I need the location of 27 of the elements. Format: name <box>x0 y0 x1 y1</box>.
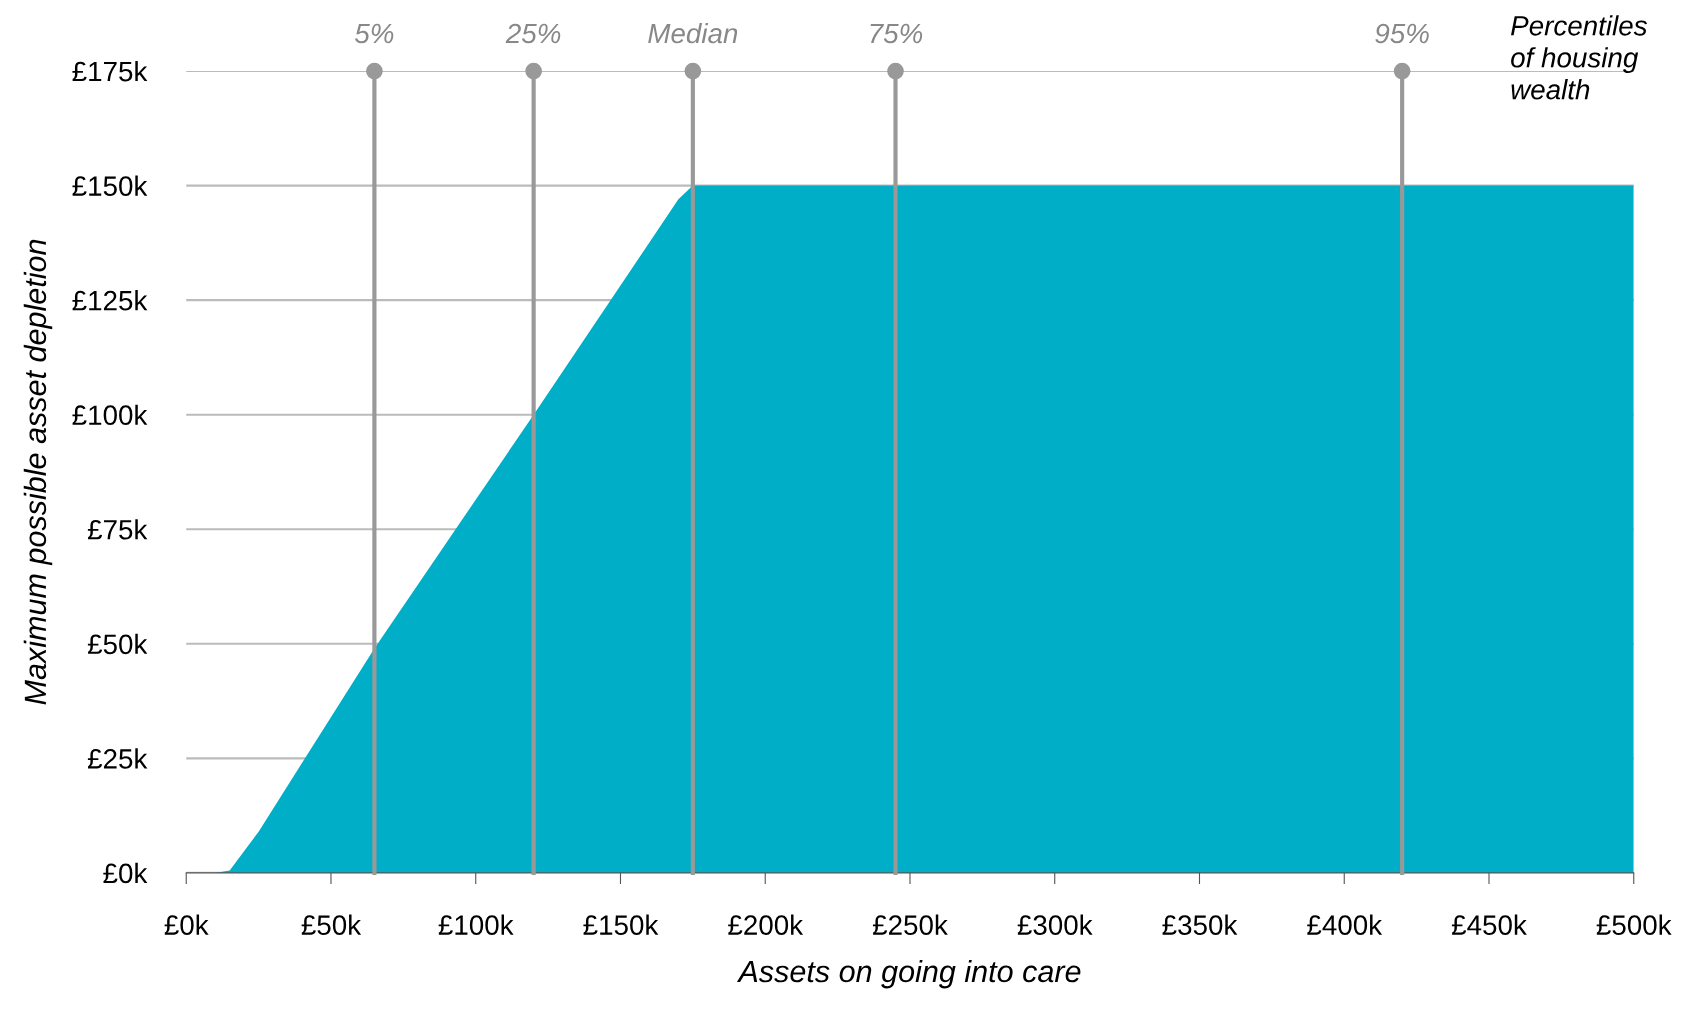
y-tick-label: £175k <box>72 60 148 82</box>
y-tick-label: £100k <box>72 404 148 426</box>
x-tick-label: £100k <box>438 914 514 935</box>
annotation: 25% <box>505 23 561 44</box>
y-tick-label: £0k <box>103 862 148 884</box>
annotation: 75% <box>870 23 923 44</box>
x-tick-label: £400k <box>1307 914 1383 935</box>
x-tick-label: £0k <box>164 914 209 935</box>
y-tick-label: £150k <box>72 175 148 196</box>
y-tick-label: £25k <box>87 748 148 769</box>
x-axis-title: Assets on going into care <box>736 959 1081 989</box>
x-tick-label: £250k <box>872 914 948 935</box>
x-tick-label: £300k <box>1017 914 1093 935</box>
annotation: 95% <box>1375 23 1429 44</box>
x-tick-label: £450k <box>1451 914 1527 935</box>
x-tick-label: £500k <box>1596 914 1672 935</box>
x-tick-label: £50k <box>301 914 362 935</box>
ref-line-label: Median <box>648 22 738 44</box>
x-tick-label: £150k <box>583 914 659 935</box>
annotation: 5% <box>354 23 394 44</box>
annotation: Percentiles of housing wealth <box>1511 15 1647 100</box>
y-tick-label: £125k <box>72 290 148 311</box>
x-tick-label: £350k <box>1162 914 1238 935</box>
y-tick-label: £75k <box>87 519 148 540</box>
y-axis-title: Maximum possible asset depletion <box>23 239 53 705</box>
x-tick-label: £200k <box>728 914 804 935</box>
y-tick-label: £50k <box>87 633 148 655</box>
